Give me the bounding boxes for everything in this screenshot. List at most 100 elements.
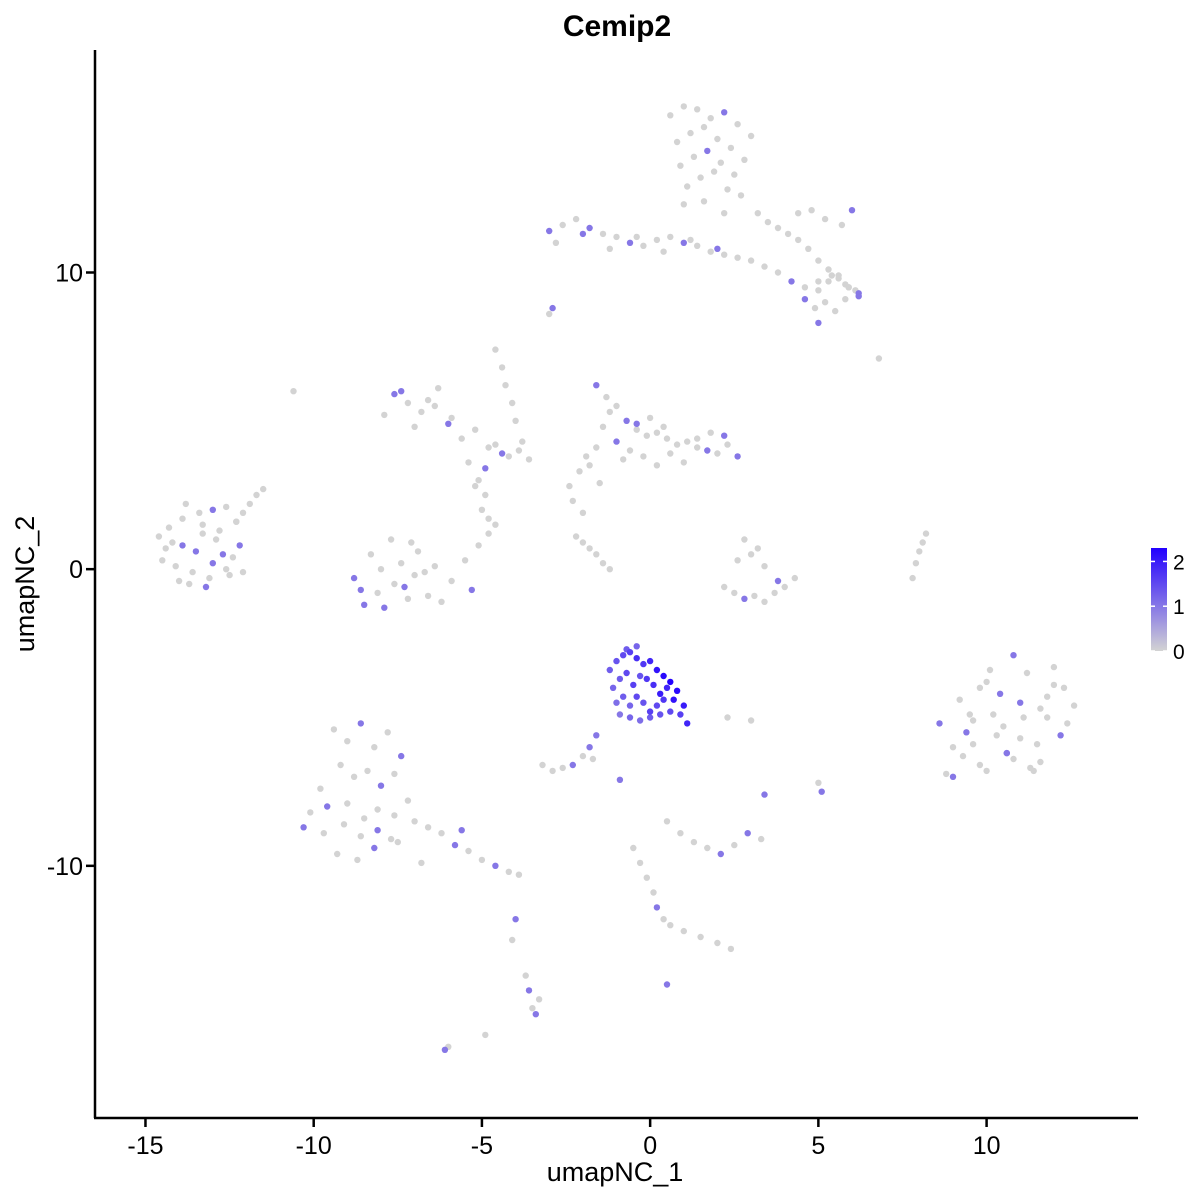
y-tick-label: 10	[55, 260, 83, 288]
cell-point	[586, 224, 593, 232]
cell-point	[317, 785, 324, 792]
cell-point	[1050, 663, 1058, 671]
cell-point	[431, 402, 438, 410]
cell-point	[438, 830, 445, 837]
cell-point	[492, 862, 499, 869]
cell-point	[707, 429, 714, 436]
cell-point	[650, 889, 657, 896]
cell-point	[1060, 684, 1068, 691]
cell-point	[875, 355, 883, 362]
cell-point	[505, 868, 512, 875]
cell-point	[472, 426, 479, 433]
cell-point	[435, 385, 442, 392]
cell-point	[485, 530, 492, 537]
cell-point	[741, 536, 748, 543]
cell-point	[680, 927, 687, 935]
cell-point	[448, 577, 455, 585]
cell-point	[593, 382, 600, 389]
cell-point	[492, 441, 499, 448]
cell-point	[391, 812, 398, 819]
cell-point	[976, 684, 984, 691]
cell-point	[613, 402, 620, 410]
cell-point	[515, 871, 523, 878]
cell-point	[404, 797, 412, 804]
cell-point	[815, 319, 822, 327]
cell-point	[680, 702, 687, 709]
cell-point	[626, 714, 634, 721]
cell-point	[175, 577, 183, 585]
cell-point	[801, 296, 809, 303]
cell-point	[606, 245, 613, 252]
cell-point	[976, 761, 984, 769]
cell-point	[684, 183, 691, 190]
cell-point	[909, 574, 916, 582]
cell-point	[374, 827, 381, 834]
cell-point	[606, 666, 613, 674]
cell-point	[572, 215, 580, 223]
cell-point	[626, 239, 634, 246]
cell-point	[966, 711, 973, 718]
y-axis-ticks: -10 0 10	[47, 260, 95, 881]
cell-point	[609, 684, 617, 691]
cell-point	[791, 574, 798, 582]
cell-point	[475, 477, 482, 484]
cell-point	[694, 242, 701, 249]
x-tick-label: -5	[471, 1132, 493, 1160]
cell-point	[710, 168, 718, 175]
cell-point	[774, 269, 782, 276]
cell-point	[509, 936, 516, 944]
cell-point	[653, 702, 661, 709]
cell-point	[761, 791, 768, 798]
cell-point	[737, 192, 745, 199]
cell-point	[586, 545, 593, 552]
cell-point	[482, 491, 489, 499]
cell-point	[189, 568, 196, 576]
cell-point	[411, 423, 418, 430]
cell-point	[498, 364, 506, 371]
cell-point	[986, 666, 994, 674]
cell-point	[838, 221, 846, 229]
cell-point	[209, 560, 216, 567]
cell-point	[1017, 735, 1024, 742]
cell-point	[747, 132, 755, 140]
cell-point	[1057, 732, 1064, 739]
cell-point	[502, 382, 509, 389]
cell-point	[633, 643, 640, 650]
cell-point	[330, 726, 338, 733]
cell-point	[492, 521, 499, 528]
cell-point	[808, 207, 815, 214]
cell-point	[620, 693, 627, 700]
cell-point	[983, 767, 990, 775]
cell-point	[202, 583, 210, 591]
cell-point	[754, 210, 761, 217]
cell-point	[445, 420, 452, 427]
cell-point	[969, 717, 977, 724]
cell-point	[687, 236, 694, 244]
x-tick-label: 10	[973, 1132, 1001, 1160]
cell-point	[404, 595, 412, 602]
cell-point	[912, 560, 920, 567]
cell-point	[667, 922, 674, 929]
cell-point	[623, 417, 630, 424]
cell-point	[734, 453, 741, 460]
cell-point	[515, 447, 523, 454]
cell-point	[236, 542, 243, 549]
cell-point	[697, 174, 704, 181]
cell-point	[673, 138, 681, 146]
cell-point	[660, 672, 667, 680]
cell-point	[714, 245, 721, 252]
cell-point	[643, 874, 650, 881]
cell-point	[993, 732, 1000, 739]
cell-point	[475, 542, 482, 549]
cell-point	[179, 542, 186, 549]
cell-point	[404, 399, 412, 407]
cell-point	[387, 536, 395, 543]
cell-point	[963, 729, 970, 736]
cell-point	[606, 408, 613, 416]
cell-point	[371, 744, 378, 751]
cell-point	[721, 109, 728, 116]
cell-point	[653, 666, 661, 674]
cell-point	[344, 738, 351, 745]
cell-point	[485, 515, 492, 522]
cell-point	[371, 844, 378, 852]
